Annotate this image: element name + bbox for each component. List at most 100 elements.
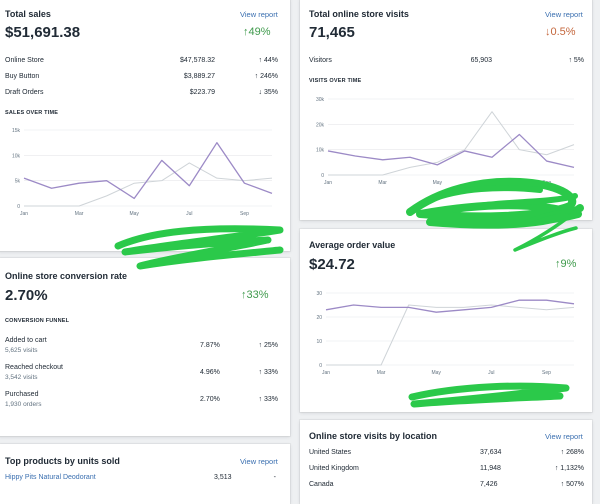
online-visits-card: Total online store visits View report 71…	[300, 0, 592, 220]
row-sub: 5,625 visits	[5, 347, 38, 354]
row-value: 11,948	[480, 465, 501, 472]
y-tick-label: 0	[319, 363, 322, 369]
top-products-card: Top products by units sold View report H…	[0, 444, 290, 504]
total-sales-value: $51,691.38	[5, 24, 81, 41]
y-tick-label: 30k	[316, 97, 325, 103]
x-tick-label: May	[431, 370, 441, 376]
row-delta: ↑ 507%	[560, 481, 584, 488]
product-link[interactable]: Hippy Pits Natural Deodorant	[5, 474, 96, 481]
funnel-row-added-to-cart: Added to cart 5,625 visits 7.87% ↑ 25%	[0, 337, 290, 359]
total-sales-card: Total sales View report $51,691.38 ↑49% …	[0, 0, 290, 251]
x-tick-label: Mar	[378, 180, 387, 186]
card-title: Top products by units sold	[5, 456, 120, 466]
card-title: Average order value	[309, 240, 396, 250]
row-sub: 3,542 visits	[5, 374, 38, 381]
row-value: 65,903	[470, 57, 492, 64]
row-label: Buy Button	[5, 73, 40, 80]
online-visits-delta: ↓0.5%	[545, 26, 576, 38]
x-tick-label: Sep	[240, 211, 249, 217]
x-tick-label: May	[129, 211, 139, 217]
x-tick-label: Jul	[186, 211, 192, 217]
sales-row-online-store: Online Store $47,578.32 ↑ 44%	[0, 57, 290, 69]
product-row: Hippy Pits Natural Deodorant 3,513 -	[0, 474, 290, 486]
row-value: 4.96%	[200, 369, 220, 376]
y-tick-label: 5k	[15, 179, 21, 185]
x-tick-label: Jul	[489, 180, 495, 186]
series-line-current	[325, 299, 575, 313]
series-line-current	[327, 133, 575, 169]
online-visits-value: 71,465	[309, 24, 355, 41]
location-row-canada: Canada 7,426 ↑ 507%	[300, 481, 592, 493]
row-sub: 1,930 orders	[5, 401, 42, 408]
row-value: $3,889.27	[183, 73, 215, 80]
row-delta: ↑ 5%	[568, 57, 584, 64]
row-value: $223.79	[189, 89, 215, 96]
x-tick-label: Jan	[20, 211, 28, 217]
row-label: Online Store	[5, 57, 44, 64]
row-label: Draft Orders	[5, 89, 44, 96]
y-tick-label: 20k	[316, 122, 325, 128]
card-title: Online store visits by location	[309, 431, 438, 441]
view-report-link[interactable]: View report	[545, 10, 583, 19]
row-delta: -	[273, 474, 276, 481]
aov-delta: ↑9%	[555, 258, 577, 270]
conversion-value: 2.70%	[5, 287, 48, 304]
row-label: Reached checkout	[5, 364, 63, 371]
row-label: Added to cart	[5, 337, 47, 344]
y-tick-label: 10k	[12, 153, 21, 159]
location-card: Online store visits by location View rep…	[300, 420, 592, 504]
row-delta: ↑ 268%	[560, 449, 584, 456]
x-tick-label: Jul	[488, 370, 494, 376]
row-label: Canada	[309, 481, 334, 488]
x-tick-label: Jan	[324, 180, 332, 186]
x-tick-label: Jan	[322, 370, 330, 376]
row-value: 7,426	[480, 481, 498, 488]
view-report-link[interactable]: View report	[545, 432, 583, 441]
sales-row-draft-orders: Draft Orders $223.79 ↓ 35%	[0, 89, 290, 101]
visits-over-time-chart: 0 10k 20k 30k Jan Mar May Jul Sep	[316, 97, 575, 186]
funnel-row-purchased: Purchased 1,930 orders 2.70% ↑ 33%	[0, 391, 290, 413]
row-delta: ↑ 33%	[258, 396, 278, 403]
card-title: Total sales	[5, 9, 51, 19]
aov-value: $24.72	[309, 256, 355, 273]
x-tick-label: Sep	[542, 370, 551, 376]
funnel-row-reached-checkout: Reached checkout 3,542 visits 4.96% ↑ 33…	[0, 364, 290, 386]
y-tick-label: 0	[17, 204, 20, 210]
series-line-comparison	[24, 162, 273, 207]
series-line-current	[23, 142, 273, 200]
funnel-label: CONVERSION FUNNEL	[5, 318, 70, 324]
aov-chart: 0 10 20 30 Jan Mar May Jul Sep	[316, 291, 575, 376]
location-row-united-states: United States 37,634 ↑ 268%	[300, 449, 592, 461]
y-tick-label: 10k	[316, 148, 325, 154]
row-delta: ↑ 25%	[258, 342, 278, 349]
y-tick-label: 10	[316, 339, 322, 345]
card-title: Total online store visits	[309, 9, 409, 19]
row-label: Purchased	[5, 391, 39, 398]
y-tick-label: 15k	[12, 128, 21, 134]
row-delta: ↑ 1,132%	[554, 465, 584, 472]
total-sales-delta: ↑49%	[243, 26, 271, 38]
chart-label: SALES OVER TIME	[5, 110, 59, 116]
view-report-link[interactable]: View report	[240, 457, 278, 466]
aov-card: Average order value $24.72 ↑9% 0 10 20 30 Ja…	[300, 229, 592, 412]
row-value: 37,634	[480, 449, 502, 456]
series-line-comparison	[326, 304, 575, 366]
row-delta: ↑ 246%	[254, 73, 278, 80]
sales-row-buy-button: Buy Button $3,889.27 ↑ 246%	[0, 73, 290, 85]
view-report-link[interactable]: View report	[240, 10, 278, 19]
row-value: 7.87%	[200, 342, 220, 349]
y-tick-label: 0	[321, 173, 324, 179]
y-tick-label: 20	[316, 315, 322, 321]
row-delta: ↑ 44%	[258, 57, 278, 64]
row-label: United States	[309, 449, 352, 456]
card-title: Online store conversion rate	[5, 271, 128, 281]
row-value: 3,513	[214, 474, 232, 481]
series-line-comparison	[328, 111, 575, 176]
conversion-delta: ↑33%	[241, 289, 269, 301]
x-tick-label: Mar	[75, 211, 84, 217]
row-value: 2.70%	[200, 396, 220, 403]
row-label: Visitors	[309, 57, 332, 64]
row-value: $47,578.32	[179, 57, 215, 64]
visits-row-visitors: Visitors 65,903 ↑ 5%	[300, 57, 592, 69]
conversion-card: Online store conversion rate 2.70% ↑33% …	[0, 258, 290, 436]
